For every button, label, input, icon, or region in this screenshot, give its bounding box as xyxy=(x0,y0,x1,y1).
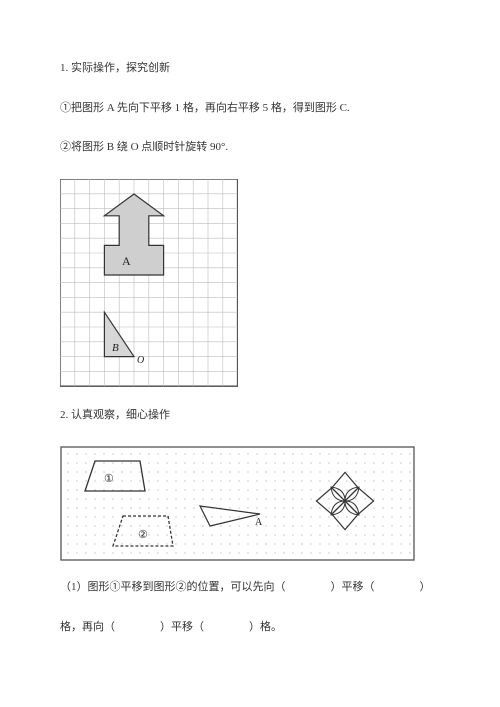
svg-text:①: ① xyxy=(104,473,114,485)
svg-text:B: B xyxy=(112,342,119,354)
figure-2: ① ② A xyxy=(60,446,440,561)
svg-text:②: ② xyxy=(138,529,148,541)
q2-1-l2b: ）平移（ xyxy=(160,621,204,633)
svg-text:A: A xyxy=(122,254,131,268)
q1-part1: ①把图形 A 先向下平移 1 格，再向右平移 5 格，得到图形 C. xyxy=(60,100,440,118)
q2-1-line2: 格，再向（ ）平移（ ）格。 xyxy=(60,619,440,637)
q2-1-l2a: 格，再向（ xyxy=(60,621,115,633)
figure-1: A B O xyxy=(60,179,440,389)
q2-1-mid1: ）平移（ xyxy=(331,581,375,593)
q2-1-line1: （1）图形①平移到图形②的位置，可以先向（ ）平移（ ） xyxy=(60,579,440,597)
q1-part2: ②将图形 B 绕 O 点顺时针旋转 90°. xyxy=(60,139,440,157)
q1-title: 1. 实际操作，探究创新 xyxy=(60,60,440,78)
q2-1-mid2: ） xyxy=(420,581,431,593)
q2-1-l2c: ）格。 xyxy=(249,621,282,633)
q2-title: 2. 认真观察，细心操作 xyxy=(60,407,440,425)
q2-1-prefix: （1）图形①平移到图形②的位置，可以先向（ xyxy=(60,581,286,593)
svg-text:A: A xyxy=(255,517,263,528)
svg-text:O: O xyxy=(137,355,144,366)
